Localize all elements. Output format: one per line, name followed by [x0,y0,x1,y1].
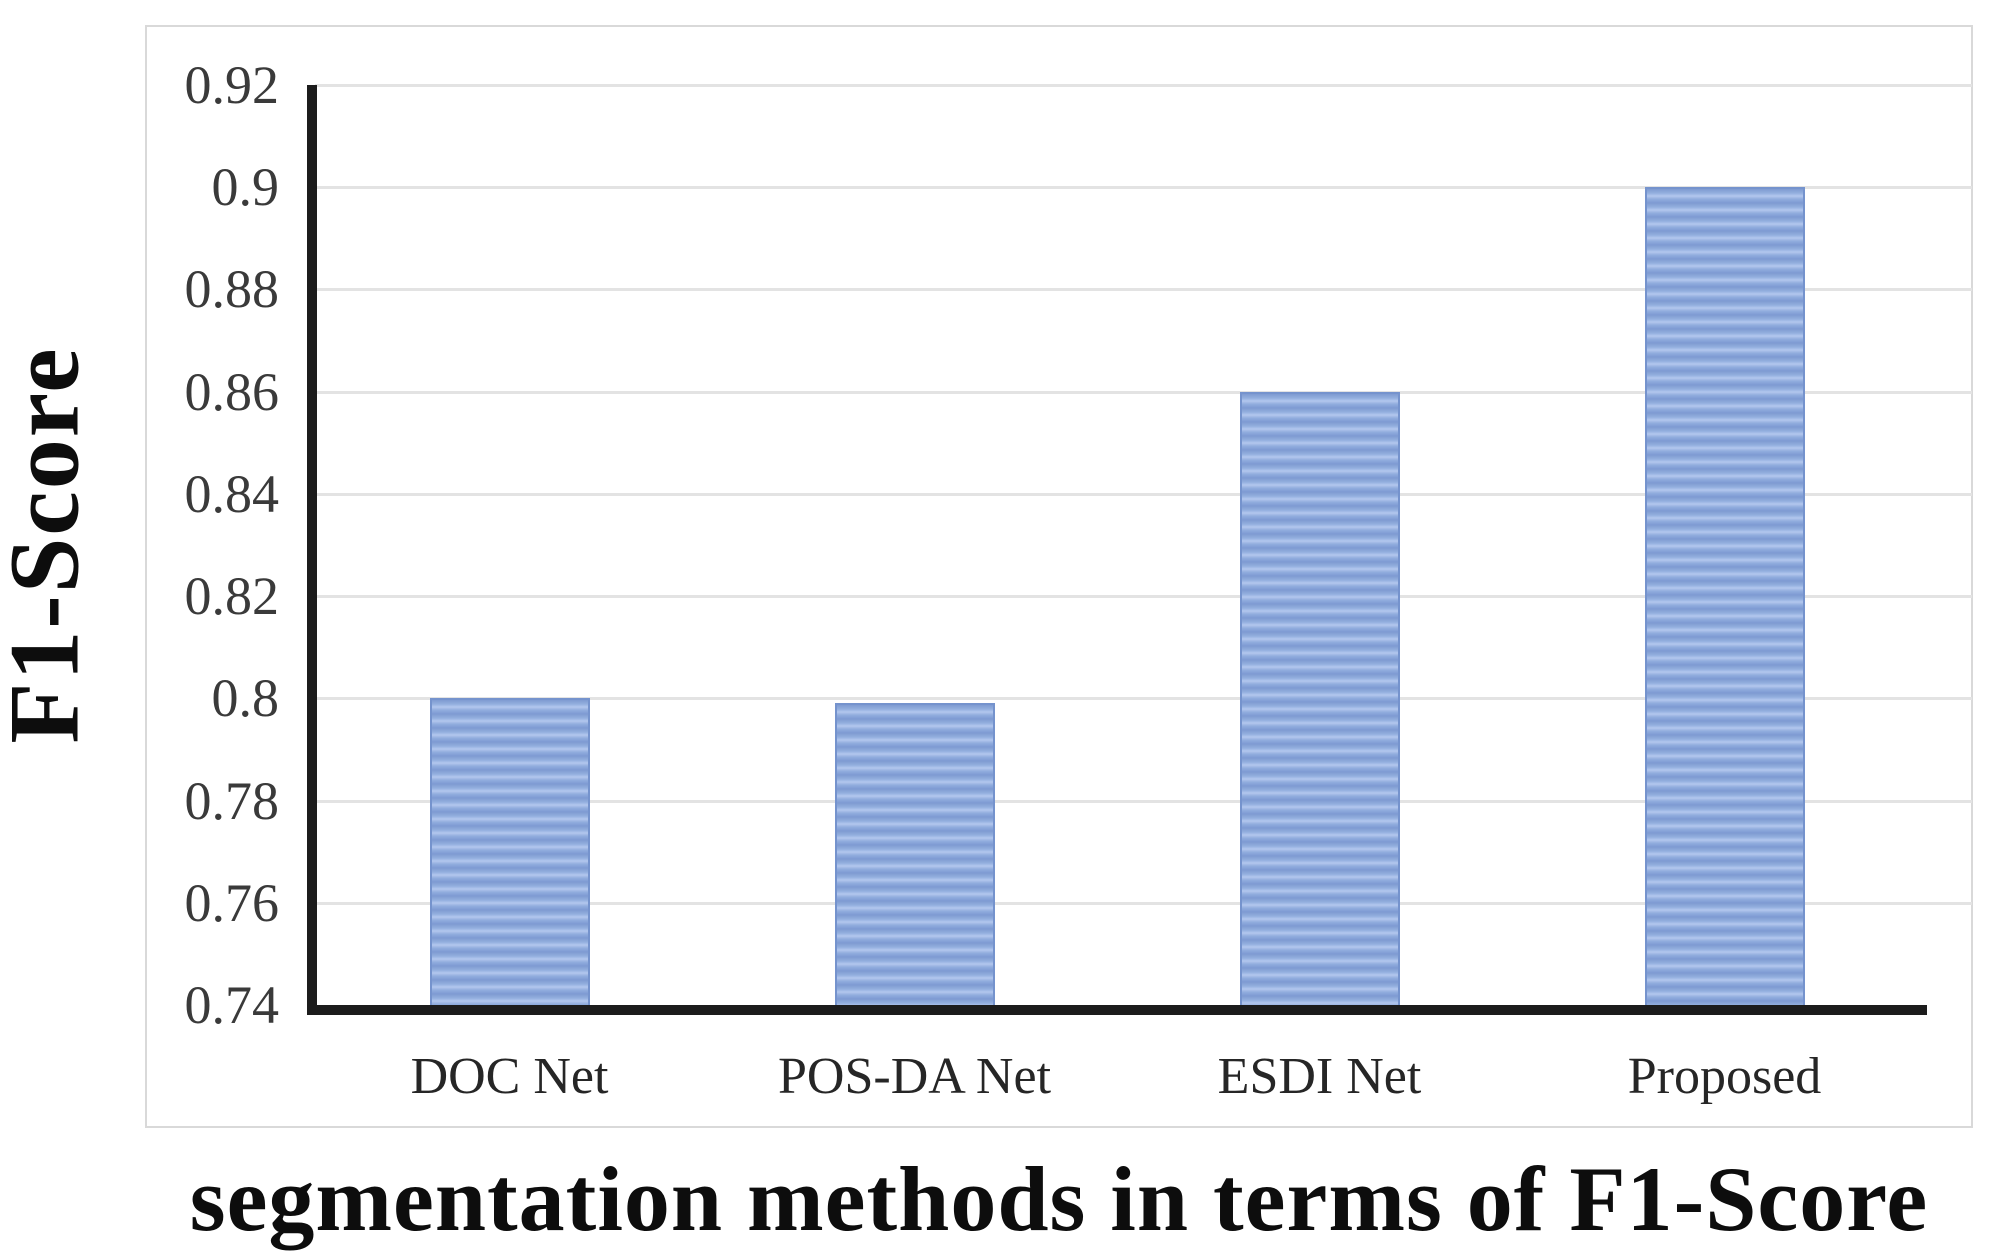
bar-pos-da-net [834,703,995,1005]
bar-esdi-net [1239,391,1400,1005]
gridline [315,901,1972,905]
gridline [315,595,1972,599]
y-tick-label: 0.88 [184,259,280,320]
gridline [315,799,1972,803]
y-tick-label: 0.9 [211,157,280,218]
x-axis-line [307,1005,1927,1015]
gridline [315,492,1972,496]
x-category-label: ESDI Net [1217,1048,1422,1105]
y-tick-label: 0.74 [184,975,280,1035]
gridline [315,697,1972,701]
y-tick-label: 0.78 [184,770,280,831]
x-category-label: Proposed [1627,1048,1822,1105]
y-tick-label: 0.84 [184,463,280,524]
y-axis-line [307,85,317,1015]
y-tick-label: 0.86 [184,361,280,422]
chart-caption: segmentation methods in terms of F1-Scor… [189,1148,1929,1250]
plot-area: 0.92 0.9 0.88 0.86 0.84 0.82 0.8 0.78 0.76 0.74 DO… [147,27,1972,1126]
y-tick-label: 0.82 [184,566,280,627]
gridline [315,84,1972,87]
y-tick-label: 0.76 [184,872,280,933]
y-tick-label: 0.8 [211,668,280,729]
gridline [315,390,1972,394]
gridline [315,288,1972,292]
chart-panel: 0.92 0.9 0.88 0.86 0.84 0.82 0.8 0.78 0.76 0.74 DO… [145,25,1973,1128]
y-axis-title: F1-Score [0,346,100,744]
bar-doc-net [429,698,590,1005]
y-tick-label: 0.92 [184,55,280,115]
bar-proposed [1644,187,1805,1005]
x-category-label: DOC Net [410,1048,609,1105]
x-category-label: POS-DA Net [777,1048,1052,1105]
gridline [315,186,1972,190]
